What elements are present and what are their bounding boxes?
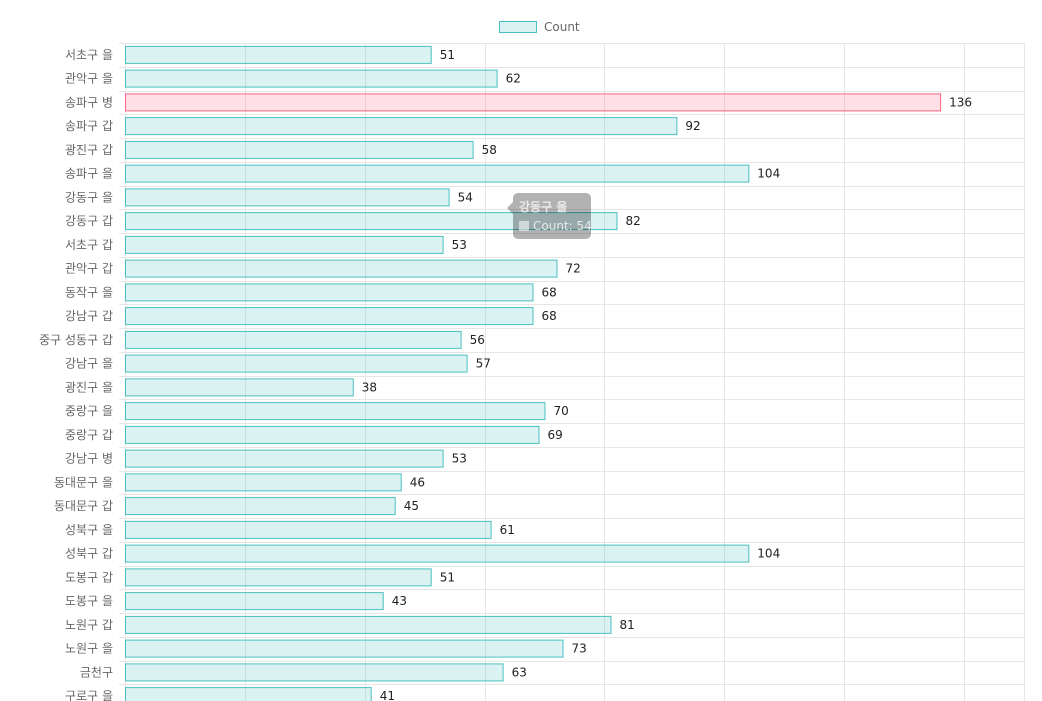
bar[interactable]: [125, 307, 534, 326]
bar[interactable]: [125, 354, 468, 373]
tooltip-value: Count: 54: [533, 219, 592, 233]
bar[interactable]: [125, 140, 474, 159]
bar[interactable]: [125, 425, 540, 444]
category-label: 동대문구 갑: [54, 499, 113, 513]
category-label: 노원구 갑: [65, 618, 113, 632]
value-label: 63: [512, 665, 527, 679]
category-label: 강남구 을: [65, 357, 113, 371]
value-label: 54: [458, 190, 473, 204]
bar[interactable]: [125, 449, 444, 468]
value-label: 104: [757, 167, 780, 181]
grid-lines: [119, 43, 1025, 701]
legend-label-count[interactable]: Count: [544, 20, 580, 34]
bar[interactable]: [125, 663, 504, 682]
value-label: 73: [572, 642, 587, 656]
bar[interactable]: [125, 687, 372, 701]
value-label: 58: [482, 143, 497, 157]
value-label: 51: [440, 48, 455, 62]
value-label: 53: [452, 452, 467, 466]
tooltip-body: Count: 54: [519, 219, 592, 233]
value-label: 104: [757, 547, 780, 561]
bar[interactable]: [125, 283, 534, 302]
bar[interactable]: [125, 520, 492, 539]
bar[interactable]: [125, 69, 498, 88]
bar[interactable]: [125, 45, 432, 64]
legend-swatch-count[interactable]: [499, 21, 537, 33]
bar[interactable]: [125, 639, 564, 658]
category-label: 광진구 갑: [65, 143, 113, 157]
value-label: 57: [476, 357, 491, 371]
legend[interactable]: Count: [499, 19, 580, 35]
category-label: 구로구 을: [65, 689, 113, 701]
category-label: 송파구 을: [65, 167, 113, 181]
category-label: 중랑구 갑: [65, 428, 113, 442]
value-label: 72: [566, 262, 581, 276]
category-label: 성북구 을: [65, 523, 113, 537]
category-label: 금천구: [80, 664, 113, 679]
bar[interactable]: [125, 93, 942, 112]
category-label: 광진구 을: [65, 380, 113, 394]
value-label: 56: [470, 333, 485, 347]
category-label: 관악구 갑: [65, 262, 113, 276]
bar[interactable]: [125, 497, 396, 516]
bar[interactable]: [125, 330, 462, 349]
category-label: 강동구 을: [65, 190, 113, 204]
value-label: 68: [542, 309, 557, 323]
category-label: 송파구 병: [65, 95, 113, 109]
value-label: 92: [685, 119, 700, 133]
bar[interactable]: [125, 402, 546, 421]
bar[interactable]: [125, 117, 678, 136]
bar[interactable]: [125, 259, 558, 278]
value-label: 51: [440, 570, 455, 584]
tooltip-swatch: [519, 221, 529, 231]
value-label: 70: [554, 404, 569, 418]
category-label: 강동구 갑: [65, 214, 113, 228]
bar[interactable]: [125, 212, 618, 231]
category-label: 송파구 갑: [65, 119, 113, 133]
value-label: 82: [626, 214, 641, 228]
bar[interactable]: [125, 544, 750, 563]
bars: [125, 45, 942, 701]
category-label: 강남구 병: [65, 452, 113, 466]
value-label: 69: [548, 428, 563, 442]
value-label: 43: [392, 594, 407, 608]
category-label: 동작구 을: [65, 285, 113, 299]
bar[interactable]: [125, 164, 750, 183]
bar[interactable]: [125, 473, 402, 492]
value-label: 41: [380, 689, 395, 701]
category-label: 도봉구 을: [65, 594, 113, 608]
value-label: 46: [410, 475, 425, 489]
category-label: 성북구 갑: [65, 547, 113, 561]
category-label: 서초구 을: [65, 48, 113, 62]
bar[interactable]: [125, 188, 450, 207]
bar[interactable]: [125, 235, 444, 254]
bar[interactable]: [125, 592, 384, 611]
value-label: 61: [500, 523, 515, 537]
bar[interactable]: [125, 378, 354, 397]
category-label: 동대문구 을: [54, 475, 113, 489]
value-label: 68: [542, 285, 557, 299]
value-label: 81: [620, 618, 635, 632]
value-label: 53: [452, 238, 467, 252]
bar[interactable]: [125, 568, 432, 587]
category-label: 강남구 갑: [65, 309, 113, 323]
category-label: 중구 성동구 갑: [39, 333, 113, 347]
value-label: 45: [404, 499, 419, 513]
tooltip-title: 강동구 을: [519, 200, 568, 214]
value-label: 38: [362, 380, 377, 394]
value-label: 136: [949, 95, 972, 109]
value-label: 62: [506, 72, 521, 86]
category-label: 관악구 을: [65, 72, 113, 86]
tooltip: 강동구 을 Count: 54: [507, 193, 592, 239]
bar[interactable]: [125, 615, 612, 634]
category-label: 노원구 을: [65, 642, 113, 656]
value-labels: 51 62 136 92 58 104 54 82 53 72 68 68 56 57 38 70 69 53 46…: [362, 48, 972, 701]
category-label: 도봉구 갑: [65, 570, 113, 584]
category-label: 서초구 갑: [65, 238, 113, 252]
category-label: 중랑구 을: [65, 404, 113, 418]
